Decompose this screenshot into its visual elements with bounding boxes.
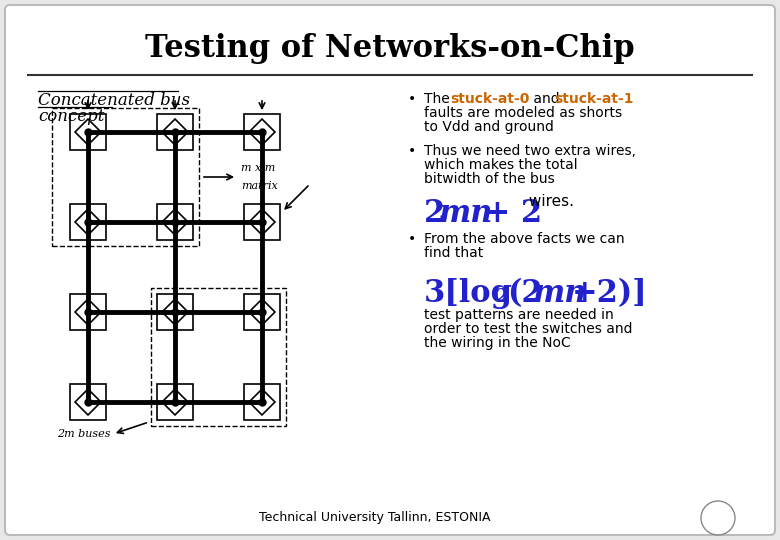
Text: + 2: + 2 bbox=[474, 198, 542, 229]
Text: (2: (2 bbox=[507, 278, 543, 309]
Text: Testing of Networks-on-Chip: Testing of Networks-on-Chip bbox=[145, 32, 635, 64]
Text: m x m: m x m bbox=[241, 163, 275, 173]
Text: Concatenated bus: Concatenated bus bbox=[38, 92, 190, 109]
Text: stuck-at-0: stuck-at-0 bbox=[450, 92, 530, 106]
Text: test patterns are needed in: test patterns are needed in bbox=[424, 308, 614, 322]
Text: 2m buses: 2m buses bbox=[58, 429, 111, 439]
Text: mn: mn bbox=[532, 278, 587, 309]
Text: +2)]: +2)] bbox=[572, 278, 647, 309]
Text: •: • bbox=[408, 232, 417, 246]
Text: The: The bbox=[424, 92, 454, 106]
Text: which makes the total: which makes the total bbox=[424, 158, 578, 172]
Text: Thus we need two extra wires,: Thus we need two extra wires, bbox=[424, 144, 636, 158]
Text: 3[log: 3[log bbox=[424, 278, 513, 309]
Text: 2: 2 bbox=[496, 288, 509, 306]
Text: order to test the switches and: order to test the switches and bbox=[424, 322, 633, 336]
Text: concept: concept bbox=[38, 108, 105, 125]
Text: From the above facts we can: From the above facts we can bbox=[424, 232, 625, 246]
Text: Technical University Tallinn, ESTONIA: Technical University Tallinn, ESTONIA bbox=[259, 511, 491, 524]
Text: the wiring in the NoC: the wiring in the NoC bbox=[424, 336, 571, 350]
Text: •: • bbox=[408, 144, 417, 158]
Text: to Vdd and ground: to Vdd and ground bbox=[424, 120, 554, 134]
Text: 2: 2 bbox=[424, 198, 445, 229]
Text: stuck-at-1: stuck-at-1 bbox=[554, 92, 633, 106]
Text: •: • bbox=[408, 92, 417, 106]
Text: bitwidth of the bus: bitwidth of the bus bbox=[424, 172, 555, 186]
Text: and: and bbox=[529, 92, 564, 106]
Text: wires.: wires. bbox=[524, 194, 574, 209]
FancyBboxPatch shape bbox=[5, 5, 775, 535]
Text: faults are modeled as shorts: faults are modeled as shorts bbox=[424, 106, 622, 120]
Text: mn: mn bbox=[438, 198, 492, 229]
Text: matrix: matrix bbox=[241, 181, 278, 191]
Text: find that: find that bbox=[424, 246, 484, 260]
